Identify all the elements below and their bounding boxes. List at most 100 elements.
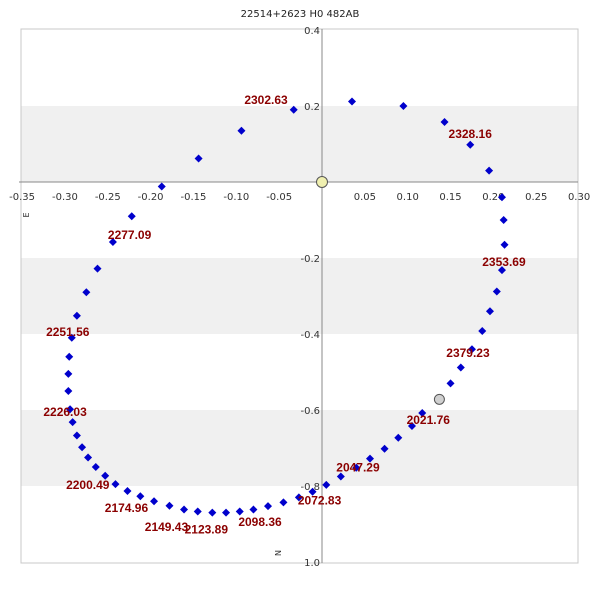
data-point [418, 409, 427, 418]
epoch-label: 2123.89 [185, 523, 229, 537]
data-point [157, 182, 166, 191]
data-point [446, 379, 455, 388]
data-point [65, 352, 74, 361]
data-point [500, 240, 509, 249]
tick-labels: -0.35 -0.30 -0.25 -0.20 -0.15 -0.10 -0.05 0.05 0… [9, 26, 590, 569]
data-point [68, 418, 77, 427]
y-tick-label: 0.2 [304, 102, 320, 113]
epoch-label: 2226.03 [43, 405, 87, 419]
data-point [194, 154, 203, 163]
data-point [485, 166, 494, 175]
data-point [380, 444, 389, 453]
y-tick-label: -0.4 [300, 330, 320, 341]
primary-star-marker [316, 176, 328, 188]
data-point [101, 471, 110, 480]
band [21, 106, 578, 182]
data-point [123, 486, 132, 495]
epoch-label: 2302.63 [244, 93, 288, 107]
epoch-label: 2098.36 [238, 515, 282, 529]
data-point [492, 287, 501, 296]
data-point [82, 288, 91, 297]
data-point [497, 193, 506, 202]
data-point [394, 433, 403, 442]
east-label: E [22, 212, 31, 217]
x-tick-label: 0.15 [439, 192, 461, 203]
y-tick-label: -0.2 [300, 254, 320, 265]
data-point [193, 507, 202, 516]
epoch-label: 2379.23 [446, 346, 490, 360]
data-point [336, 472, 345, 481]
data-point [456, 363, 465, 372]
x-tick-label: 0.30 [568, 192, 590, 203]
y-tick-label: 0.4 [304, 26, 320, 37]
data-point [499, 216, 508, 224]
data-point [72, 311, 81, 320]
band [21, 258, 578, 334]
data-point [497, 266, 506, 275]
chart-title: 22514+2623 H0 482AB [241, 9, 360, 20]
epoch-label: 2072.83 [298, 494, 342, 508]
epoch-label: 2174.96 [105, 501, 149, 515]
data-point [235, 507, 244, 516]
data-point [478, 326, 487, 335]
y-tick-label: -0.6 [300, 406, 320, 417]
plot-frame [20, 28, 579, 564]
north-label: N [274, 550, 283, 556]
data-point [84, 453, 93, 462]
band [21, 410, 578, 486]
data-point [407, 421, 416, 430]
x-tick-label: 0.05 [354, 192, 376, 203]
x-tick-label: -0.05 [266, 192, 292, 203]
data-point [352, 463, 361, 472]
data-point [347, 97, 356, 106]
data-point [91, 463, 100, 471]
epoch-label: 2328.16 [449, 127, 493, 141]
data-point [127, 212, 136, 221]
data-point [165, 501, 174, 510]
x-tick-label: -0.30 [52, 192, 78, 203]
data-point [279, 498, 288, 507]
x-tick-label: -0.15 [181, 192, 207, 203]
data-point [264, 502, 273, 511]
data-point [294, 493, 303, 502]
x-tick-label: -0.25 [95, 192, 121, 203]
data-point [485, 307, 494, 316]
data-point [467, 345, 476, 354]
data-point [66, 405, 75, 414]
data-point [322, 480, 331, 489]
x-tick-label: -0.20 [138, 192, 164, 203]
data-point [237, 126, 246, 135]
data-point [399, 102, 408, 110]
data-points [64, 97, 509, 517]
data-point [308, 487, 317, 496]
x-tick-label: -0.35 [9, 192, 35, 203]
data-point [466, 140, 475, 149]
data-point [64, 369, 73, 378]
epoch-label: 2021.76 [407, 413, 451, 427]
axes [19, 29, 578, 563]
data-point [365, 454, 374, 463]
data-point [222, 508, 231, 517]
epoch-label: 2200.49 [66, 478, 110, 492]
data-point [64, 387, 73, 395]
data-point [111, 480, 120, 489]
observed-position-marker [433, 393, 445, 405]
epoch-label: 2277.09 [108, 228, 152, 242]
data-point [93, 264, 102, 273]
epoch-label: 2047.29 [336, 461, 380, 475]
data-point [289, 105, 298, 114]
epoch-label: 2353.69 [482, 255, 526, 269]
x-tick-label: -0.10 [223, 192, 249, 203]
plot-bands [21, 106, 578, 486]
data-point [440, 117, 449, 126]
data-point [72, 431, 81, 440]
data-point [150, 497, 159, 506]
data-point [208, 508, 217, 517]
epoch-label: 2251.56 [46, 325, 90, 339]
data-point [180, 505, 189, 514]
data-point [108, 238, 117, 247]
data-point [78, 443, 87, 452]
data-point [67, 333, 76, 342]
epoch-label: 2149.43 [145, 520, 189, 534]
